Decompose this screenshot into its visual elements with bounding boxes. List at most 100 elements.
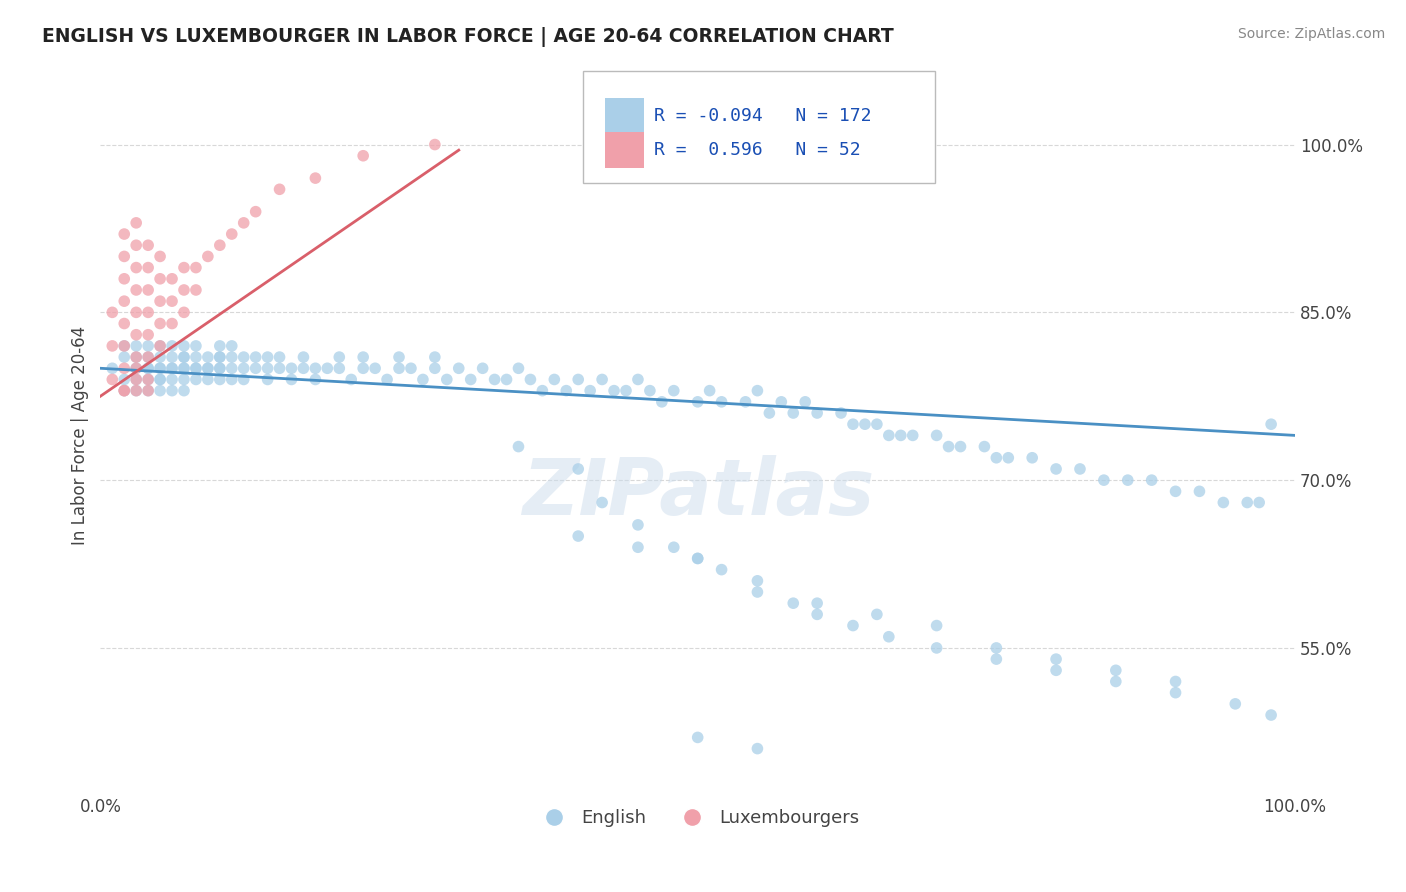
Point bbox=[316, 361, 339, 376]
Point bbox=[747, 741, 769, 756]
Point bbox=[149, 339, 172, 353]
Point bbox=[160, 361, 183, 376]
Point bbox=[555, 384, 578, 398]
Point bbox=[1045, 652, 1067, 666]
Point bbox=[949, 440, 972, 454]
Point bbox=[579, 384, 602, 398]
Point bbox=[173, 372, 195, 386]
Point bbox=[686, 551, 709, 566]
Point bbox=[853, 417, 876, 432]
Point bbox=[627, 372, 650, 386]
Text: R =  0.596   N = 52: R = 0.596 N = 52 bbox=[654, 141, 860, 159]
Point bbox=[1105, 674, 1128, 689]
Point bbox=[125, 361, 148, 376]
Y-axis label: In Labor Force | Age 20-64: In Labor Force | Age 20-64 bbox=[72, 326, 89, 545]
Point bbox=[877, 428, 900, 442]
Point bbox=[280, 361, 302, 376]
Point bbox=[173, 384, 195, 398]
Point bbox=[149, 272, 172, 286]
Point bbox=[304, 361, 326, 376]
Point bbox=[471, 361, 494, 376]
Point bbox=[221, 339, 243, 353]
Point bbox=[508, 361, 530, 376]
Point bbox=[938, 440, 960, 454]
Point bbox=[1236, 495, 1258, 509]
Point bbox=[125, 361, 148, 376]
Point bbox=[112, 294, 135, 309]
Point bbox=[184, 339, 207, 353]
Point bbox=[1045, 663, 1067, 677]
Point bbox=[747, 585, 769, 599]
Point bbox=[782, 596, 804, 610]
Point bbox=[877, 630, 900, 644]
Point bbox=[1164, 484, 1187, 499]
Point bbox=[208, 361, 231, 376]
Point bbox=[149, 294, 172, 309]
Point bbox=[591, 495, 613, 509]
Point bbox=[149, 339, 172, 353]
Point bbox=[184, 260, 207, 275]
Point bbox=[173, 350, 195, 364]
Point bbox=[806, 406, 828, 420]
Point bbox=[328, 350, 350, 364]
Point bbox=[232, 350, 254, 364]
Point bbox=[173, 260, 195, 275]
Point bbox=[232, 361, 254, 376]
Point bbox=[269, 350, 291, 364]
Point bbox=[184, 372, 207, 386]
Point bbox=[662, 384, 685, 398]
Point bbox=[149, 317, 172, 331]
Point bbox=[125, 339, 148, 353]
Point bbox=[269, 361, 291, 376]
Point bbox=[197, 249, 219, 263]
Point bbox=[221, 350, 243, 364]
Point bbox=[364, 361, 387, 376]
Point bbox=[662, 541, 685, 555]
Point bbox=[1140, 473, 1163, 487]
Point bbox=[747, 574, 769, 588]
Point bbox=[603, 384, 626, 398]
Point bbox=[125, 216, 148, 230]
Point bbox=[208, 350, 231, 364]
Point bbox=[567, 462, 589, 476]
Point bbox=[125, 372, 148, 386]
Point bbox=[925, 428, 948, 442]
Point bbox=[423, 350, 446, 364]
Point bbox=[830, 406, 852, 420]
Point bbox=[399, 361, 422, 376]
Point bbox=[112, 372, 135, 386]
Point bbox=[519, 372, 541, 386]
Point bbox=[269, 182, 291, 196]
Point bbox=[280, 372, 302, 386]
Point bbox=[806, 596, 828, 610]
Point bbox=[292, 350, 315, 364]
Point bbox=[173, 350, 195, 364]
Point bbox=[112, 339, 135, 353]
Point bbox=[173, 361, 195, 376]
Point bbox=[352, 350, 374, 364]
Point bbox=[221, 361, 243, 376]
Point bbox=[112, 339, 135, 353]
Point bbox=[245, 204, 267, 219]
Point bbox=[149, 372, 172, 386]
Point bbox=[1164, 674, 1187, 689]
Point bbox=[112, 227, 135, 241]
Point bbox=[412, 372, 434, 386]
Point bbox=[1260, 417, 1282, 432]
Point bbox=[101, 339, 124, 353]
Point bbox=[352, 149, 374, 163]
Point bbox=[388, 350, 411, 364]
Point bbox=[149, 361, 172, 376]
Point bbox=[208, 238, 231, 252]
Point bbox=[125, 327, 148, 342]
Point bbox=[806, 607, 828, 622]
Point bbox=[1105, 663, 1128, 677]
Point bbox=[136, 384, 159, 398]
Point bbox=[686, 551, 709, 566]
Point bbox=[614, 384, 637, 398]
Point bbox=[1092, 473, 1115, 487]
Point bbox=[591, 372, 613, 386]
Point bbox=[149, 249, 172, 263]
Point bbox=[245, 350, 267, 364]
Point bbox=[125, 260, 148, 275]
